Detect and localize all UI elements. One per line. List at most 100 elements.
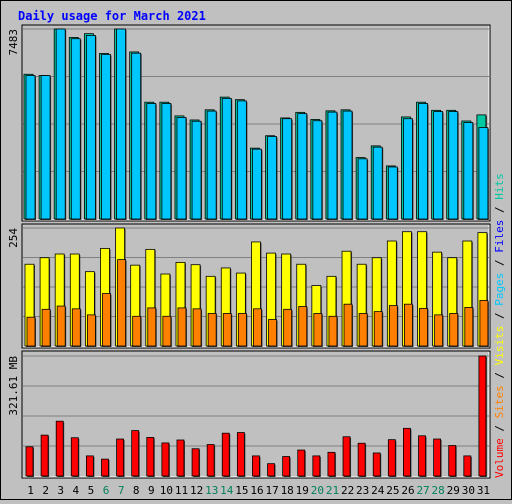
pages-bar <box>357 158 368 220</box>
day-label: 14 <box>220 484 234 497</box>
day-label: 7 <box>118 484 125 497</box>
sites-bar <box>162 315 172 347</box>
legend-item-visits: Visits <box>493 326 506 366</box>
sites-bar <box>328 315 338 347</box>
sites-bar <box>449 313 459 347</box>
pages-bar <box>25 75 36 220</box>
volume-bar <box>55 420 64 477</box>
pages-bar <box>448 111 459 220</box>
pages-bar <box>131 52 142 220</box>
day-label: 2 <box>42 484 49 497</box>
volume-bar <box>418 435 426 477</box>
volume-bar <box>342 436 351 477</box>
legend-separator: / <box>493 253 506 273</box>
sites-bar <box>177 307 187 347</box>
volume-bar <box>433 438 442 477</box>
sites-bar <box>434 314 444 347</box>
pages-bar <box>101 54 111 220</box>
day-label: 31 <box>477 484 490 497</box>
pages-bar <box>176 117 187 220</box>
day-label: 18 <box>281 484 294 497</box>
day-label: 23 <box>356 484 369 497</box>
pages-bar <box>327 111 338 220</box>
top-max-label: 7483 <box>7 29 20 56</box>
volume-bar <box>357 442 366 477</box>
day-label: 6 <box>103 484 110 497</box>
pages-bar <box>116 28 126 220</box>
pages-bar <box>433 111 444 220</box>
day-label: 22 <box>341 484 354 497</box>
day-label: 28 <box>432 484 445 497</box>
day-label: 21 <box>326 484 339 497</box>
volume-bar <box>176 439 185 477</box>
pages-bar <box>55 28 66 220</box>
pages-bar <box>342 110 353 220</box>
sites-bar <box>86 314 96 347</box>
sites-bar <box>268 319 277 347</box>
axis-labels: 1 2 3 4 5 6 7 8 9 10 11 12 13 14 15 16 17 18 19 20 21 22 23 24 2… <box>7 29 490 497</box>
day-label: 5 <box>88 484 95 497</box>
volume-bar <box>372 452 381 477</box>
legend-separator: / <box>493 306 506 326</box>
sites-bar <box>419 307 428 347</box>
sites-bar <box>388 305 398 347</box>
day-label: 1 <box>27 484 34 497</box>
volume-bar <box>40 434 49 477</box>
legend-item-hits: Hits <box>493 173 506 200</box>
pages-bar <box>85 35 96 220</box>
day-label: 19 <box>296 484 309 497</box>
day-label: 29 <box>447 484 460 497</box>
volume-bar <box>387 439 396 477</box>
sites-bar <box>464 307 474 347</box>
day-label: 15 <box>235 484 248 497</box>
sites-bar <box>237 313 247 347</box>
volume-bar <box>131 430 140 477</box>
volume-bar <box>101 458 109 477</box>
sites-bar <box>56 305 66 347</box>
pages-bar <box>221 97 232 220</box>
legend-separator: / <box>493 200 506 220</box>
pages-bar <box>40 75 51 220</box>
day-label: 8 <box>133 484 140 497</box>
sites-bar <box>117 259 126 347</box>
pages-bar <box>463 122 474 220</box>
sites-bar <box>207 313 217 347</box>
sites-bar <box>373 311 383 347</box>
legend-item-sites: Sites <box>493 385 506 418</box>
sites-bar <box>404 303 413 347</box>
legend-text: Volume / Sites / Visits / Pages / Files … <box>493 173 506 478</box>
pages-bar <box>146 103 157 220</box>
day-label: 17 <box>265 484 278 497</box>
chart-title: Daily usage for March 2021 <box>18 9 206 23</box>
pages-bar <box>387 166 398 220</box>
legend-item-files: Files <box>493 220 506 253</box>
volume-bar <box>25 446 34 477</box>
day-label: 27 <box>416 484 429 497</box>
legend-separator: / <box>493 365 506 385</box>
sites-bar <box>71 308 81 347</box>
sites-bar <box>132 315 142 347</box>
pages-bar <box>478 127 489 220</box>
pages-bar <box>206 110 217 220</box>
volume-bar <box>403 427 411 477</box>
volume-bar <box>206 444 215 477</box>
pages-bar <box>403 118 413 220</box>
volume-bar <box>146 437 155 477</box>
day-label: 11 <box>175 484 188 497</box>
day-label: 13 <box>205 484 218 497</box>
volume-bar <box>463 455 472 477</box>
bars <box>23 28 489 477</box>
sites-bar <box>41 308 51 347</box>
legend: Volume / Sites / Visits / Pages / Files … <box>493 173 506 478</box>
volume-bar <box>312 455 321 477</box>
volume-bar <box>297 449 306 477</box>
volume-bar <box>116 438 124 477</box>
pages-bar <box>236 100 247 220</box>
volume-bar <box>478 355 487 477</box>
sites-bar <box>192 308 202 347</box>
sites-bar <box>147 307 157 347</box>
sites-bar <box>313 313 323 347</box>
day-label: 10 <box>160 484 173 497</box>
pages-bar <box>418 103 428 220</box>
